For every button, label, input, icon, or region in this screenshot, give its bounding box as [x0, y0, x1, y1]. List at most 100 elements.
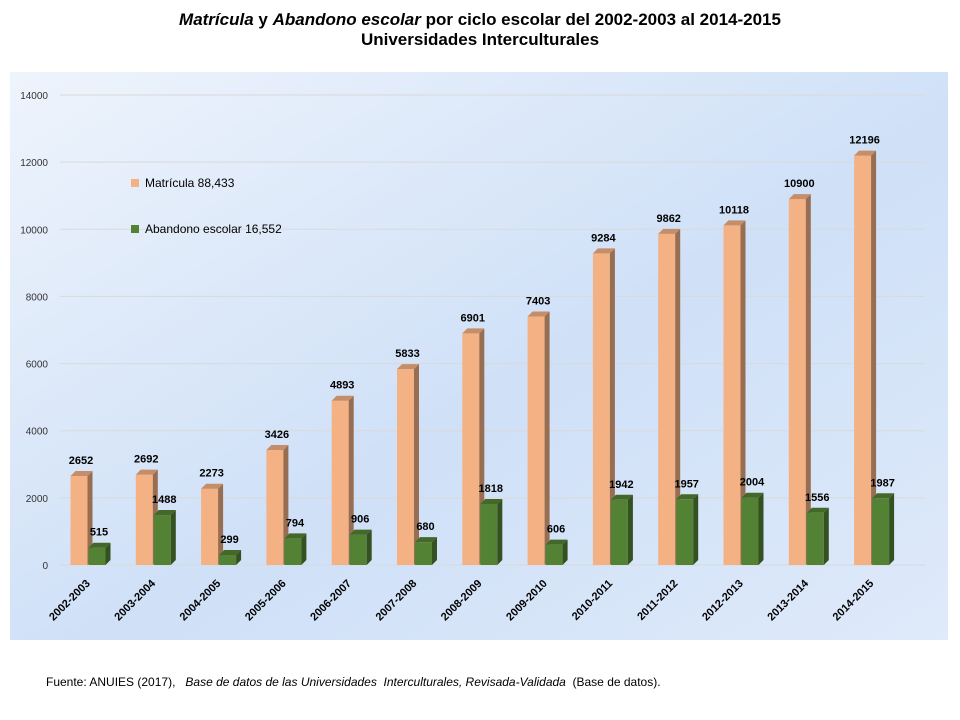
bar-front [462, 333, 480, 565]
data-label: 1488 [152, 494, 176, 506]
title-line-1: Matrícula y Abandono escolar por ciclo e… [0, 10, 960, 30]
legend-label: Abandono escolar 16,552 [145, 222, 282, 236]
data-label: 1942 [609, 479, 633, 491]
bar-abandono [284, 533, 307, 565]
bar-front [788, 199, 806, 566]
bar-front [70, 475, 88, 565]
bar-front [88, 547, 106, 565]
bar-side [87, 470, 93, 565]
bar-top [331, 395, 354, 401]
bar-front [135, 474, 153, 565]
source-suffix: (Base de datos). [565, 675, 661, 689]
bar-side [693, 494, 699, 565]
bar-front [201, 488, 219, 565]
bar-top [70, 470, 93, 476]
source-database: Base de datos de las Universidades Inter… [185, 675, 566, 689]
bar-front [872, 498, 890, 565]
bar-top [676, 494, 699, 500]
bar-side [414, 364, 419, 565]
data-label: 515 [90, 527, 108, 539]
data-label: 10118 [719, 204, 749, 216]
bar-matricula [70, 470, 93, 565]
bar-side [218, 483, 224, 565]
bar-side [348, 395, 354, 565]
data-label: 680 [416, 521, 434, 533]
data-label: 1556 [805, 492, 829, 504]
data-label: 906 [351, 514, 369, 526]
bar-side [497, 498, 503, 565]
bar-side [889, 493, 895, 565]
y-tick-label: 12000 [20, 158, 48, 169]
title-matricula: Matrícula [179, 10, 254, 29]
data-label: 2004 [740, 477, 765, 489]
bar-top [266, 444, 289, 450]
bar-side [740, 220, 746, 565]
bar-top [480, 498, 503, 504]
bar-top [201, 483, 224, 489]
data-label: 5833 [395, 348, 419, 360]
data-label: 9862 [656, 213, 680, 225]
legend-label: Matrícula 88,433 [145, 176, 235, 190]
bar-abandono [545, 539, 568, 565]
y-tick-label: 14000 [20, 91, 48, 102]
data-label: 10900 [784, 178, 815, 190]
data-label: 606 [547, 524, 565, 536]
bar-front [331, 400, 349, 565]
bar-front [527, 316, 545, 565]
bar-front [676, 499, 694, 565]
bar-top [854, 150, 877, 156]
data-label: 3426 [265, 429, 289, 441]
bar-top [397, 364, 419, 370]
bar-top [153, 510, 176, 516]
legend-swatch [131, 179, 139, 187]
bar-side [283, 444, 289, 565]
bar-front [219, 554, 237, 565]
y-tick-label: 0 [42, 561, 48, 572]
data-label: 2692 [134, 454, 158, 466]
bar-side [609, 248, 615, 565]
bar-top [415, 537, 437, 543]
title-line-2: Universidades Interculturales [360, 30, 600, 49]
bar-top [349, 529, 372, 535]
chart-title: Matrícula y Abandono escolar por ciclo e… [0, 10, 960, 50]
data-label: 6901 [461, 312, 485, 324]
bar-top [658, 228, 681, 234]
bar-matricula [527, 311, 550, 565]
bar-side [236, 549, 242, 565]
bar-matricula [723, 220, 746, 565]
bar-side [805, 194, 811, 566]
y-tick-label: 4000 [26, 427, 49, 438]
bar-top [545, 539, 568, 545]
bar-matricula [201, 483, 224, 565]
bar-front [415, 542, 432, 565]
data-label: 794 [286, 517, 305, 529]
bar-abandono [806, 507, 829, 565]
bar-matricula [592, 248, 615, 565]
bar-abandono [153, 510, 176, 565]
bar-abandono [349, 529, 372, 565]
bar-top [806, 507, 829, 513]
bar-top [88, 542, 111, 548]
bar-top [592, 248, 615, 254]
bar-side [170, 510, 176, 565]
bar-front [545, 544, 563, 565]
y-tick-label: 10000 [20, 225, 48, 236]
data-label: 9284 [591, 232, 616, 244]
bar-top [135, 469, 158, 475]
bar-side [432, 537, 437, 565]
bar-front [153, 515, 171, 565]
data-label: 1957 [674, 478, 698, 490]
bar-side [544, 311, 550, 565]
bar-front [854, 155, 872, 565]
bar-matricula [266, 444, 289, 565]
bar-matricula [658, 228, 681, 565]
bar-front [741, 497, 759, 565]
bar-front [397, 369, 414, 565]
data-label: 4893 [330, 380, 354, 392]
bar-front [592, 253, 610, 565]
bar-side [105, 542, 111, 565]
data-label: 2273 [199, 468, 223, 480]
title-period: por ciclo escolar del 2002-2003 al 2014-… [420, 10, 781, 29]
bar-side [562, 539, 568, 565]
bar-top [741, 492, 764, 498]
